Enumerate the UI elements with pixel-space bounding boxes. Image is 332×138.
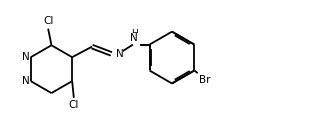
Text: N: N [130,33,138,43]
Text: Cl: Cl [69,100,79,110]
Text: Br: Br [199,75,210,85]
Text: H: H [131,29,138,38]
Text: N: N [22,52,30,62]
Text: N: N [116,49,124,59]
Text: Cl: Cl [43,16,53,26]
Text: N: N [22,76,30,86]
